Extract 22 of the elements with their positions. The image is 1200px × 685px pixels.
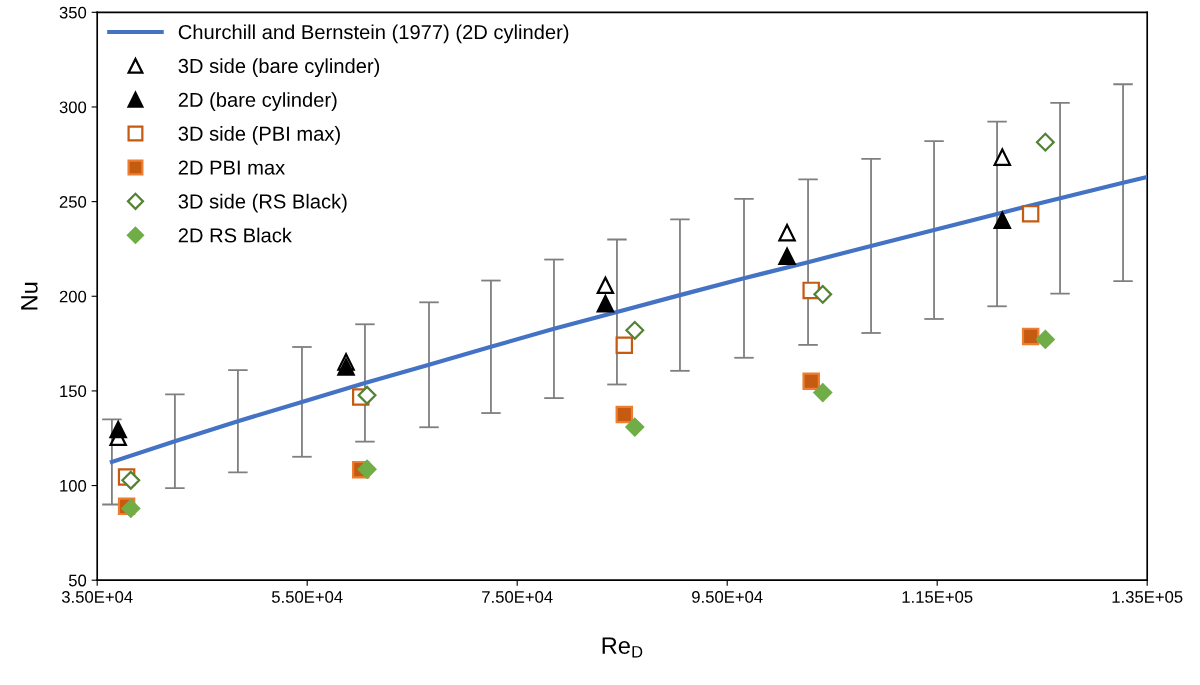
legend-label: 3D side (PBI max) [178, 126, 340, 145]
x-tick-label: 1.15E+05 [902, 591, 973, 603]
x-tick-label: 3.50E+04 [61, 591, 133, 603]
y-tick-label: 100 [60, 479, 87, 492]
legend-label: 3D side (bare cylinder) [178, 58, 380, 78]
y-tick-label: 300 [59, 101, 87, 114]
legend-label: Churchill and Bernstein (1977) (2D cylinder) [178, 24, 569, 44]
y-axis-title: Nu [21, 282, 38, 310]
x-tick-label: 5.50E+04 [271, 591, 343, 603]
x-tick-label: 7.50E+04 [482, 591, 553, 603]
y-tick-label: 150 [60, 385, 87, 398]
legend-label: 2D PBI max [178, 160, 285, 175]
x-axis-title: Re$_{D}$ [602, 637, 643, 658]
legend-label: 2D (bare cylinder) [178, 92, 337, 111]
y-tick-label: 50 [68, 574, 87, 587]
x-tick-label: 1.35E+05 [1112, 591, 1183, 603]
y-tick-label: 200 [59, 290, 87, 303]
legend-label: 3D side (RS Black) [178, 193, 347, 213]
y-tick-label: 250 [59, 196, 87, 208]
legend-label: 2D RS Black [178, 227, 292, 243]
y-tick-label: 350 [59, 6, 87, 19]
x-tick-label: 9.50E+04 [692, 591, 763, 603]
